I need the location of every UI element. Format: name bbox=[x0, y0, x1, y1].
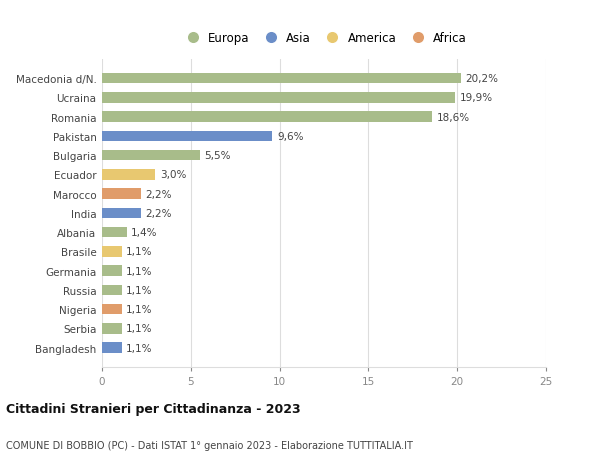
Bar bbox=[102, 285, 122, 296]
Bar bbox=[102, 73, 461, 84]
Bar bbox=[102, 170, 155, 180]
Text: 1,1%: 1,1% bbox=[126, 343, 152, 353]
Text: 5,5%: 5,5% bbox=[204, 151, 230, 161]
Text: 20,2%: 20,2% bbox=[465, 74, 498, 84]
Text: 1,4%: 1,4% bbox=[131, 228, 158, 238]
Bar bbox=[102, 151, 200, 161]
Bar bbox=[102, 343, 122, 353]
Text: 3,0%: 3,0% bbox=[160, 170, 186, 180]
Text: 1,1%: 1,1% bbox=[126, 304, 152, 314]
Bar bbox=[102, 93, 455, 103]
Bar bbox=[102, 266, 122, 276]
Text: 1,1%: 1,1% bbox=[126, 285, 152, 295]
Text: 1,1%: 1,1% bbox=[126, 247, 152, 257]
Bar bbox=[102, 112, 433, 123]
Bar bbox=[102, 304, 122, 315]
Text: Cittadini Stranieri per Cittadinanza - 2023: Cittadini Stranieri per Cittadinanza - 2… bbox=[6, 403, 301, 415]
Text: 18,6%: 18,6% bbox=[437, 112, 470, 123]
Text: 1,1%: 1,1% bbox=[126, 266, 152, 276]
Legend: Europa, Asia, America, Africa: Europa, Asia, America, Africa bbox=[178, 28, 470, 49]
Bar bbox=[102, 131, 272, 142]
Text: 2,2%: 2,2% bbox=[146, 208, 172, 218]
Text: 1,1%: 1,1% bbox=[126, 324, 152, 334]
Text: 2,2%: 2,2% bbox=[146, 189, 172, 199]
Bar bbox=[102, 246, 122, 257]
Bar bbox=[102, 227, 127, 238]
Text: 9,6%: 9,6% bbox=[277, 132, 304, 141]
Bar bbox=[102, 189, 141, 200]
Text: COMUNE DI BOBBIO (PC) - Dati ISTAT 1° gennaio 2023 - Elaborazione TUTTITALIA.IT: COMUNE DI BOBBIO (PC) - Dati ISTAT 1° ge… bbox=[6, 440, 413, 450]
Text: 19,9%: 19,9% bbox=[460, 93, 493, 103]
Bar bbox=[102, 208, 141, 219]
Bar bbox=[102, 324, 122, 334]
